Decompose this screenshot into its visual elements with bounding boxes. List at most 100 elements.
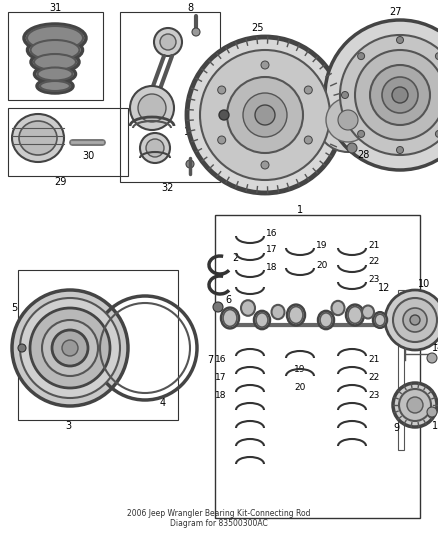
Bar	[18, 270, 178, 420]
Circle shape	[407, 397, 423, 413]
Text: 22: 22	[368, 257, 380, 266]
Circle shape	[213, 302, 223, 312]
Text: 15: 15	[432, 421, 438, 431]
Text: 18: 18	[215, 391, 226, 400]
Circle shape	[154, 28, 182, 56]
Circle shape	[396, 147, 403, 154]
Circle shape	[304, 136, 312, 144]
Ellipse shape	[346, 304, 364, 326]
Bar	[8, 108, 128, 176]
Circle shape	[243, 93, 287, 137]
Bar	[120, 12, 220, 182]
Text: 28: 28	[357, 150, 369, 160]
Circle shape	[227, 77, 303, 153]
Ellipse shape	[318, 311, 334, 329]
Text: 32: 32	[162, 183, 174, 193]
Ellipse shape	[34, 54, 76, 70]
Text: 14: 14	[432, 343, 438, 353]
Circle shape	[130, 86, 174, 130]
Circle shape	[42, 320, 98, 376]
Circle shape	[399, 389, 431, 421]
Text: 2006 Jeep Wrangler Bearing Kit-Connecting Rod
Diagram for 83500300AC: 2006 Jeep Wrangler Bearing Kit-Connectin…	[127, 508, 311, 528]
Circle shape	[396, 36, 403, 44]
Text: 16: 16	[215, 354, 226, 364]
Ellipse shape	[320, 313, 332, 327]
Circle shape	[316, 88, 380, 152]
Circle shape	[30, 308, 110, 388]
Bar	[215, 215, 420, 518]
Circle shape	[325, 20, 438, 170]
Circle shape	[427, 407, 437, 417]
Text: 20: 20	[294, 384, 306, 392]
Ellipse shape	[35, 66, 75, 83]
Text: 2: 2	[232, 253, 238, 263]
Text: 16: 16	[266, 229, 278, 238]
Circle shape	[138, 94, 166, 122]
Text: 10: 10	[418, 279, 430, 289]
Ellipse shape	[362, 305, 374, 319]
Circle shape	[435, 131, 438, 138]
Circle shape	[370, 65, 430, 125]
Circle shape	[382, 77, 418, 113]
Ellipse shape	[241, 300, 255, 316]
Ellipse shape	[375, 314, 385, 326]
Circle shape	[219, 110, 229, 120]
Ellipse shape	[27, 26, 83, 50]
Text: 4: 4	[160, 398, 166, 408]
Text: 29: 29	[54, 177, 66, 187]
Text: 30: 30	[82, 151, 94, 161]
Text: 21: 21	[368, 354, 380, 364]
Circle shape	[410, 315, 420, 325]
Circle shape	[52, 330, 88, 366]
Text: 19: 19	[316, 240, 328, 249]
Circle shape	[340, 35, 438, 155]
Text: 8: 8	[187, 3, 193, 13]
Text: 5: 5	[11, 303, 17, 313]
Text: 21: 21	[368, 240, 380, 249]
Circle shape	[326, 98, 370, 142]
Text: 19: 19	[294, 366, 306, 375]
Text: 9: 9	[394, 423, 400, 433]
Text: 7: 7	[207, 355, 213, 365]
Text: 1: 1	[297, 205, 303, 215]
Text: 20: 20	[316, 261, 328, 270]
Circle shape	[261, 161, 269, 169]
Circle shape	[357, 53, 364, 60]
Ellipse shape	[31, 52, 79, 72]
Circle shape	[218, 86, 226, 94]
Circle shape	[357, 131, 364, 138]
Circle shape	[12, 290, 128, 406]
Text: 6: 6	[225, 295, 231, 305]
Circle shape	[347, 143, 357, 153]
Circle shape	[338, 110, 358, 130]
Circle shape	[261, 61, 269, 69]
Ellipse shape	[287, 304, 305, 326]
Text: 17: 17	[215, 373, 226, 382]
Circle shape	[304, 86, 312, 94]
Circle shape	[218, 136, 226, 144]
Circle shape	[427, 353, 437, 363]
Text: 31: 31	[49, 3, 61, 13]
Text: 12: 12	[378, 283, 390, 293]
Circle shape	[392, 87, 408, 103]
Ellipse shape	[348, 306, 362, 324]
Text: 13: 13	[432, 337, 438, 347]
Bar	[8, 12, 103, 100]
Circle shape	[393, 298, 437, 342]
Circle shape	[403, 308, 427, 332]
Circle shape	[186, 160, 194, 168]
Circle shape	[62, 340, 78, 356]
Circle shape	[160, 34, 176, 50]
Ellipse shape	[38, 68, 73, 80]
Text: 17: 17	[266, 246, 278, 254]
Circle shape	[355, 50, 438, 140]
Ellipse shape	[37, 79, 73, 93]
Circle shape	[255, 105, 275, 125]
Ellipse shape	[24, 24, 86, 52]
Ellipse shape	[332, 301, 345, 315]
Ellipse shape	[289, 306, 303, 324]
Text: 11: 11	[184, 127, 196, 137]
Text: 26: 26	[354, 77, 366, 87]
Ellipse shape	[254, 311, 270, 329]
Circle shape	[192, 28, 200, 36]
